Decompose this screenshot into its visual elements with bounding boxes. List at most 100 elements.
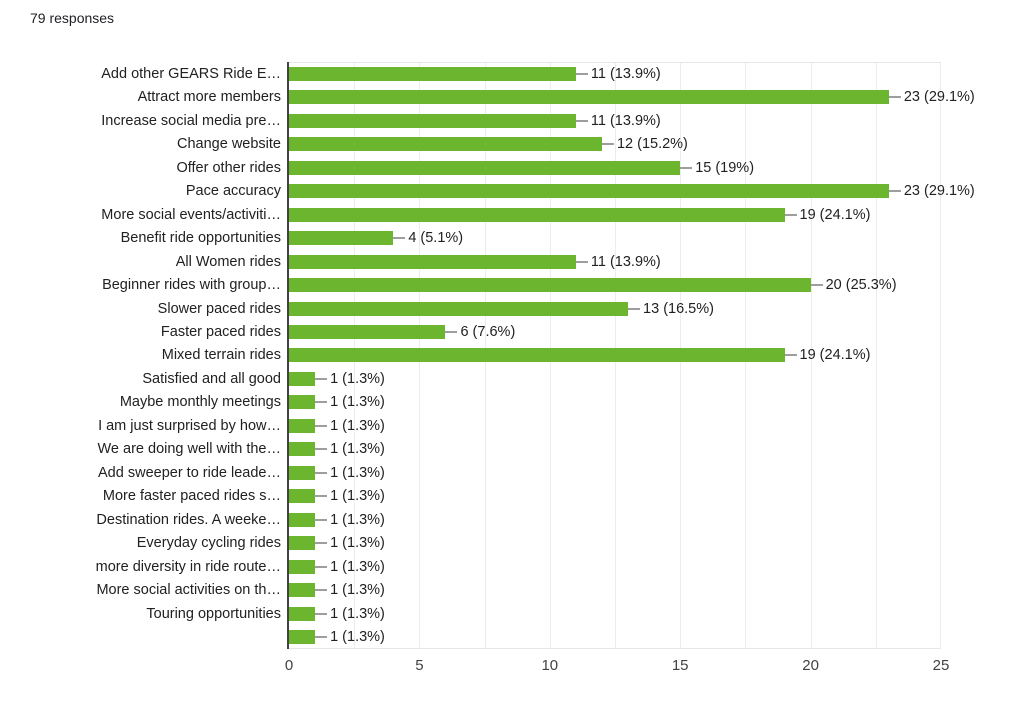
annotation-whisker (784, 354, 797, 357)
value-label: 1 (1.3%) (330, 394, 385, 411)
annotation-whisker (575, 119, 588, 122)
bar-row: More faster paced rides s… 1 (1.3%) (0, 485, 1024, 508)
bar (289, 160, 681, 175)
x-tick-label: 15 (671, 657, 689, 674)
bar (289, 278, 811, 293)
bar (289, 418, 316, 433)
bar-row: Add other GEARS Ride E… 11 (13.9%) (0, 62, 1024, 85)
responses-count: 79 responses (30, 10, 115, 26)
bar (289, 113, 576, 128)
annotation-whisker (315, 424, 328, 427)
bar-zone: 1 (1.3%) (289, 626, 385, 649)
bar-zone: 23 (29.1%) (289, 85, 975, 108)
category-label: Change website (177, 136, 281, 153)
category-label: Slower paced rides (157, 300, 281, 317)
category-label: more diversity in ride route… (95, 558, 281, 575)
bar-row: All Women rides 11 (13.9%) (0, 250, 1024, 273)
bar-zone: 23 (29.1%) (289, 179, 975, 202)
annotation-whisker (315, 377, 328, 380)
category-label: More social events/activiti… (101, 206, 281, 223)
annotation-whisker (315, 636, 328, 639)
bar-zone: 1 (1.3%) (289, 438, 385, 461)
bar-row: Beginner rides with group… 20 (25.3%) (0, 273, 1024, 296)
x-axis: 0 5 10 15 20 25 (0, 657, 1024, 679)
bar (289, 630, 316, 645)
bar-row: Slower paced rides 13 (16.5%) (0, 297, 1024, 320)
category-label: Offer other rides (176, 159, 281, 176)
annotation-whisker (393, 237, 406, 240)
x-tick-label: 10 (541, 657, 559, 674)
bar-row: Add sweeper to ride leade… 1 (1.3%) (0, 461, 1024, 484)
annotation-whisker (315, 612, 328, 615)
value-label: 12 (15.2%) (616, 136, 688, 153)
bar (289, 512, 316, 527)
x-tick-label: 20 (802, 657, 819, 674)
bar-zone: 1 (1.3%) (289, 508, 385, 531)
bar-row: Faster paced rides 6 (7.6%) (0, 320, 1024, 343)
category-label: Beginner rides with group… (102, 277, 281, 294)
bar-row: More social activities on th… 1 (1.3%) (0, 579, 1024, 602)
value-label: 1 (1.3%) (330, 582, 385, 599)
bar (289, 325, 446, 339)
bar-zone: 6 (7.6%) (289, 320, 515, 343)
annotation-whisker (575, 72, 588, 75)
value-label: 13 (16.5%) (643, 300, 714, 317)
bar (289, 583, 316, 598)
bar (289, 536, 316, 551)
value-label: 11 (13.9%) (590, 112, 661, 129)
bar-row: Attract more members 23 (29.1%) (0, 85, 1024, 108)
bar-zone: 1 (1.3%) (289, 555, 385, 578)
annotation-whisker (888, 190, 901, 193)
bar-rows: Add other GEARS Ride E… 11 (13.9%) Attract… (0, 62, 1024, 649)
bar-row: Mixed terrain rides 19 (24.1%) (0, 344, 1024, 367)
bar-row: Increase social media pre… 11 (13.9%) (0, 109, 1024, 132)
category-label: Mixed terrain rides (161, 347, 281, 364)
bar (289, 442, 316, 457)
value-label: 1 (1.3%) (330, 441, 385, 458)
annotation-whisker (680, 166, 693, 169)
annotation-whisker (601, 143, 614, 146)
bar-zone: 4 (5.1%) (289, 226, 463, 249)
annotation-whisker (315, 448, 328, 451)
bar (289, 606, 316, 621)
gridline (940, 63, 941, 648)
category-label: More faster paced rides s… (102, 488, 281, 505)
value-label: 6 (7.6%) (460, 324, 516, 340)
bar (289, 348, 785, 363)
annotation-whisker (315, 542, 328, 545)
annotation-whisker (888, 96, 901, 99)
bar (289, 184, 889, 199)
annotation-whisker (810, 284, 823, 287)
category-label: Satisfied and all good (142, 370, 281, 387)
category-label: All Women rides (175, 253, 281, 270)
value-label: 19 (24.1%) (799, 206, 871, 223)
category-label: Attract more members (137, 89, 281, 106)
bar (289, 137, 602, 152)
bar (289, 489, 316, 504)
bar (289, 90, 889, 105)
bar-zone: 13 (16.5%) (289, 297, 714, 320)
category-label: Benefit ride opportunities (120, 230, 281, 247)
bar-zone: 1 (1.3%) (289, 532, 385, 555)
value-label: 15 (19%) (695, 159, 755, 176)
value-label: 1 (1.3%) (330, 629, 385, 646)
category-label: Add other GEARS Ride E… (101, 65, 281, 82)
bar (289, 371, 316, 386)
bar-zone: 11 (13.9%) (289, 62, 661, 85)
category-label: Touring opportunities (146, 605, 281, 622)
value-label: 1 (1.3%) (330, 511, 385, 528)
bar (289, 66, 576, 81)
bar-row: 1 (1.3%) (0, 626, 1024, 649)
x-tick-label: 25 (932, 657, 950, 674)
value-label: 11 (13.9%) (590, 253, 661, 270)
bar-row: Touring opportunities 1 (1.3%) (0, 602, 1024, 625)
bar-row: Offer other rides 15 (19%) (0, 156, 1024, 179)
bar (289, 465, 316, 480)
category-label: Destination rides. A weeke… (96, 511, 281, 528)
bar (289, 301, 629, 316)
bar-zone: 15 (19%) (289, 156, 754, 179)
value-label: 1 (1.3%) (330, 558, 385, 575)
bar-zone: 12 (15.2%) (289, 132, 688, 155)
bar-row: Pace accuracy 23 (29.1%) (0, 179, 1024, 202)
